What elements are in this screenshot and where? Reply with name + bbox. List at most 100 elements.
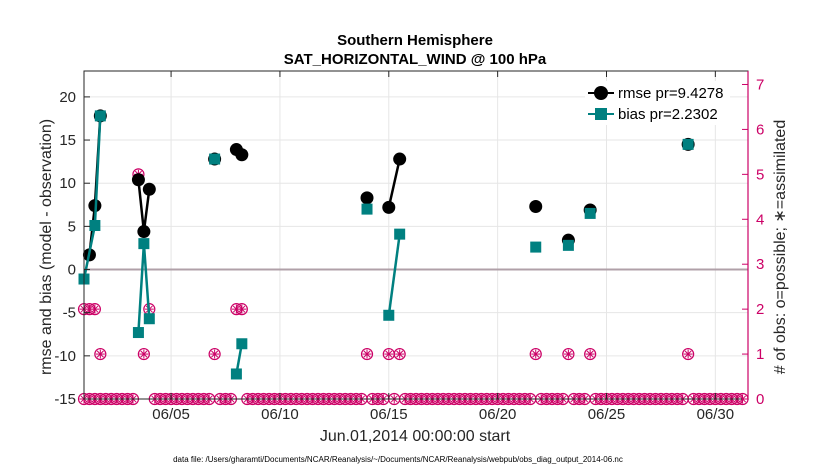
bias-point — [132, 327, 144, 339]
x-tick-label: 06/25 — [588, 406, 626, 423]
obs-assimilated-star — [91, 305, 99, 313]
obs-marker — [682, 347, 695, 361]
rmse-point — [235, 148, 249, 162]
obs-possible-circle — [393, 347, 406, 361]
obs-marker — [360, 347, 374, 361]
y2-tick-labels: 0 1 2 3 4 5 6 7 — [756, 76, 764, 408]
obs-assimilated-star — [96, 350, 104, 358]
obs-marker — [235, 303, 248, 316]
y-tick-label: 20 — [59, 89, 76, 106]
y2-axis-label: # of obs: o=possible; ∗=assimilated — [772, 120, 789, 374]
bias-point — [143, 313, 155, 325]
y2-tick-label: 1 — [756, 346, 764, 363]
legend-rmse-marker — [594, 86, 608, 100]
obs-marker — [562, 347, 575, 361]
obs-possible-circle — [88, 303, 101, 316]
rmse-point — [393, 152, 407, 166]
chart-title: Southern Hemisphere — [337, 32, 493, 49]
x-tick-label: 06/15 — [370, 406, 408, 423]
axes — [83, 70, 749, 400]
obs-marker — [584, 347, 597, 361]
obs-possible-circle — [584, 347, 597, 361]
y-tick-label: 15 — [59, 132, 76, 149]
obs-assimilated-star — [140, 350, 148, 358]
legend: rmse pr=9.4278 bias pr=2.2302 — [585, 81, 730, 125]
y2-tick-label: 4 — [756, 211, 764, 228]
obs-marker — [94, 347, 107, 361]
y-tick-label: 5 — [68, 218, 76, 235]
y-tick-label: -10 — [54, 348, 76, 365]
obs-possible-circle — [94, 347, 107, 361]
obs-marker — [382, 347, 395, 361]
obs-possible-circle — [529, 347, 542, 361]
rmse-point — [137, 225, 151, 239]
y2-tick-label: 6 — [756, 121, 764, 138]
bias-point — [361, 203, 373, 215]
obs-assimilated-star — [238, 305, 246, 313]
y2-tick-label: 3 — [756, 256, 764, 273]
bias-point — [682, 138, 694, 150]
obs-assimilated-star — [385, 350, 393, 358]
bias-point — [138, 238, 150, 250]
bias-line — [387, 233, 401, 316]
y2-tick-label: 5 — [756, 166, 764, 183]
legend-box — [585, 81, 730, 125]
obs-possible-circle — [235, 303, 248, 316]
y-tick-label: -15 — [54, 391, 76, 408]
rmse-point — [131, 173, 145, 187]
y2-tick-label: 2 — [756, 301, 764, 318]
y2-tick-label: 7 — [756, 76, 764, 93]
rmse-line — [387, 158, 401, 208]
obs-marker — [88, 303, 101, 316]
y-tick-labels: -15 -10 -5 0 5 10 15 20 — [54, 89, 76, 408]
obs-assimilated-star — [684, 350, 692, 358]
bias-point — [230, 368, 242, 380]
chart-subtitle: SAT_HORIZONTAL_WIND @ 100 hPa — [284, 51, 547, 68]
bias-point — [236, 338, 248, 350]
legend-rmse-label: rmse pr=9.4278 — [618, 85, 723, 102]
bias-point — [383, 309, 395, 321]
rmse-point — [382, 200, 396, 214]
bias-point — [94, 110, 106, 122]
obs-assimilated-star — [396, 350, 404, 358]
x-tick-label: 06/30 — [697, 406, 735, 423]
x-axis-label: Jun.01,2014 00:00:00 start — [320, 428, 511, 445]
obs-assimilated-star — [532, 350, 540, 358]
obs-possible-circle — [208, 347, 221, 361]
legend-bias-label: bias pr=2.2302 — [618, 106, 718, 123]
data-file-footer: data file: /Users/gharamti/Documents/NCA… — [173, 455, 623, 464]
obs-count-markers — [77, 168, 749, 406]
bias-point — [209, 153, 221, 165]
y-tick-label: 10 — [59, 175, 76, 192]
obs-marker — [393, 347, 406, 361]
obs-assimilated-star — [211, 350, 219, 358]
legend-bias-marker — [595, 108, 607, 120]
obs-marker — [137, 347, 150, 361]
obs-assimilated-star — [363, 350, 371, 358]
obs-assimilated-star — [564, 350, 572, 358]
obs-assimilated-star — [586, 350, 594, 358]
obs-marker — [529, 347, 542, 361]
rmse-point — [142, 182, 156, 196]
bias-point — [562, 239, 574, 251]
x-tick-label: 06/05 — [152, 406, 190, 423]
y-tick-label: -5 — [63, 305, 76, 322]
obs-possible-circle — [137, 347, 150, 361]
obs-marker — [208, 347, 221, 361]
y2-tick-label: 0 — [756, 391, 764, 408]
rmse-point — [529, 200, 543, 214]
x-tick-label: 06/10 — [261, 406, 299, 423]
x-tick-label: 06/20 — [479, 406, 517, 423]
y-axis-label: rmse and bias (model - observation) — [38, 119, 55, 375]
obs-possible-circle — [682, 347, 695, 361]
obs-possible-circle — [562, 347, 575, 361]
y-tick-label: 0 — [68, 262, 76, 279]
bias-point — [89, 220, 101, 232]
rmse-point — [360, 191, 374, 205]
bias-point — [394, 228, 406, 240]
bias-point — [530, 241, 542, 253]
x-tick-labels: 06/05 06/10 06/15 06/20 06/25 06/30 — [152, 406, 734, 423]
obs-possible-circle — [360, 347, 374, 361]
bias-point — [584, 207, 596, 219]
